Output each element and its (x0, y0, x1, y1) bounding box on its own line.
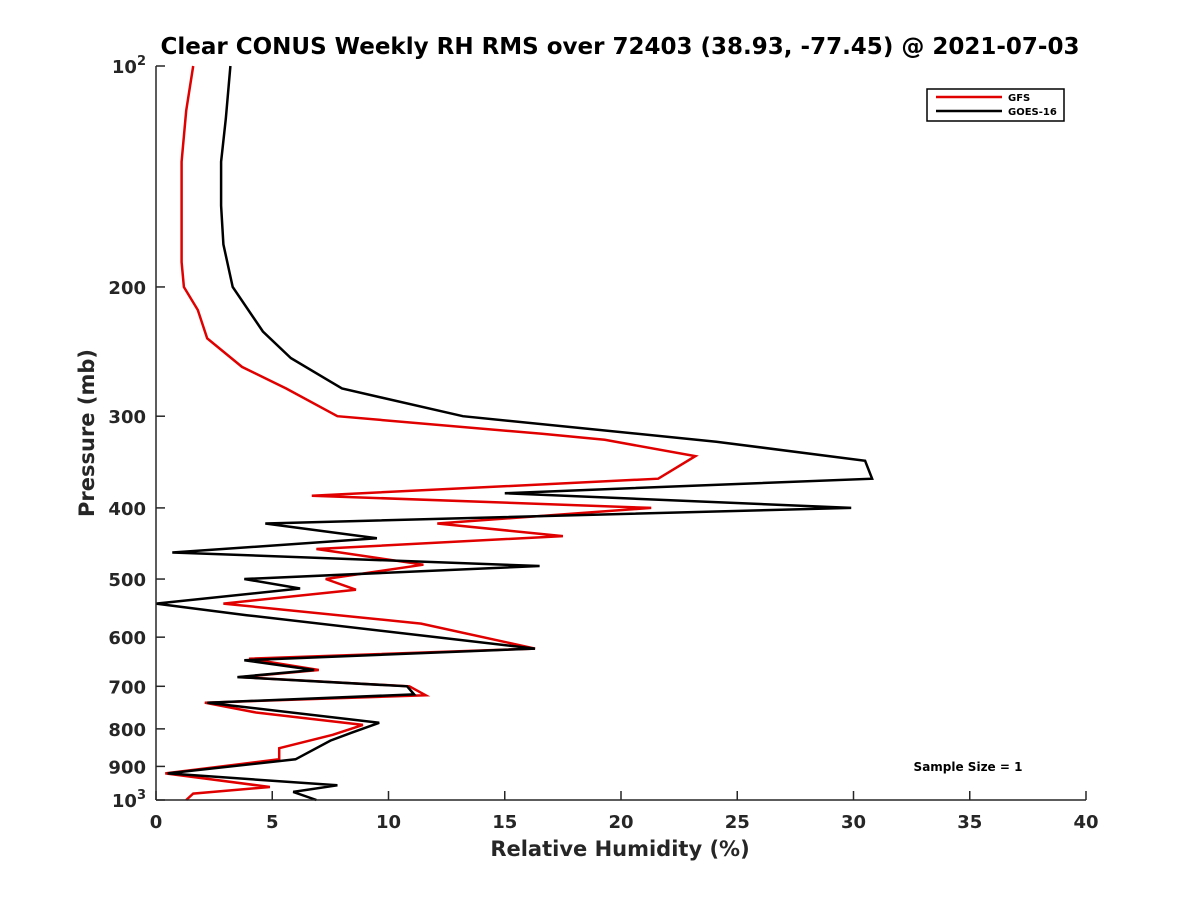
x-tick-label: 10 (376, 812, 401, 833)
x-tick-label: 20 (608, 812, 633, 833)
y-tick-label: 700 (108, 677, 146, 698)
series-line-goes16 (155, 65, 874, 802)
legend-label-gfs: GFS (1008, 93, 1030, 104)
x-tick-label: 25 (725, 812, 750, 833)
y-tick-label: 102 (112, 54, 146, 78)
x-tick-label: 40 (1073, 812, 1098, 833)
y-axis-label: Pressure (mb) (75, 349, 99, 517)
ticks-layer: 0 5 10 15 20 25 30 35 40 102 200 300 400 500 600 700 800… (108, 54, 1098, 833)
y-tick-label: 800 (108, 720, 146, 741)
sample-size-annotation: Sample Size = 1 (914, 760, 1023, 774)
y-tick-label: 900 (108, 757, 146, 778)
y-tick-label: 400 (108, 499, 146, 520)
x-tick-label: 15 (492, 812, 517, 833)
series-line-gfs (165, 65, 699, 801)
x-tick-label: 35 (957, 812, 982, 833)
series-layer (155, 65, 874, 802)
y-tick-label: 103 (112, 788, 146, 812)
y-tick-label: 300 (108, 407, 146, 428)
x-tick-label: 30 (841, 812, 866, 833)
legend-box (926, 88, 1065, 122)
x-tick-label: 5 (266, 812, 279, 833)
x-tick-label: 0 (150, 812, 163, 833)
y-tick-label: 600 (108, 628, 146, 649)
chart-title: Clear CONUS Weekly RH RMS over 72403 (38… (161, 34, 1080, 60)
legend: GFS GOES-16 (926, 88, 1065, 122)
y-tick-label: 500 (108, 570, 146, 591)
x-axis-label: Relative Humidity (%) (490, 837, 749, 861)
y-tick-label: 200 (108, 278, 146, 299)
legend-label-goes16: GOES-16 (1008, 107, 1057, 118)
